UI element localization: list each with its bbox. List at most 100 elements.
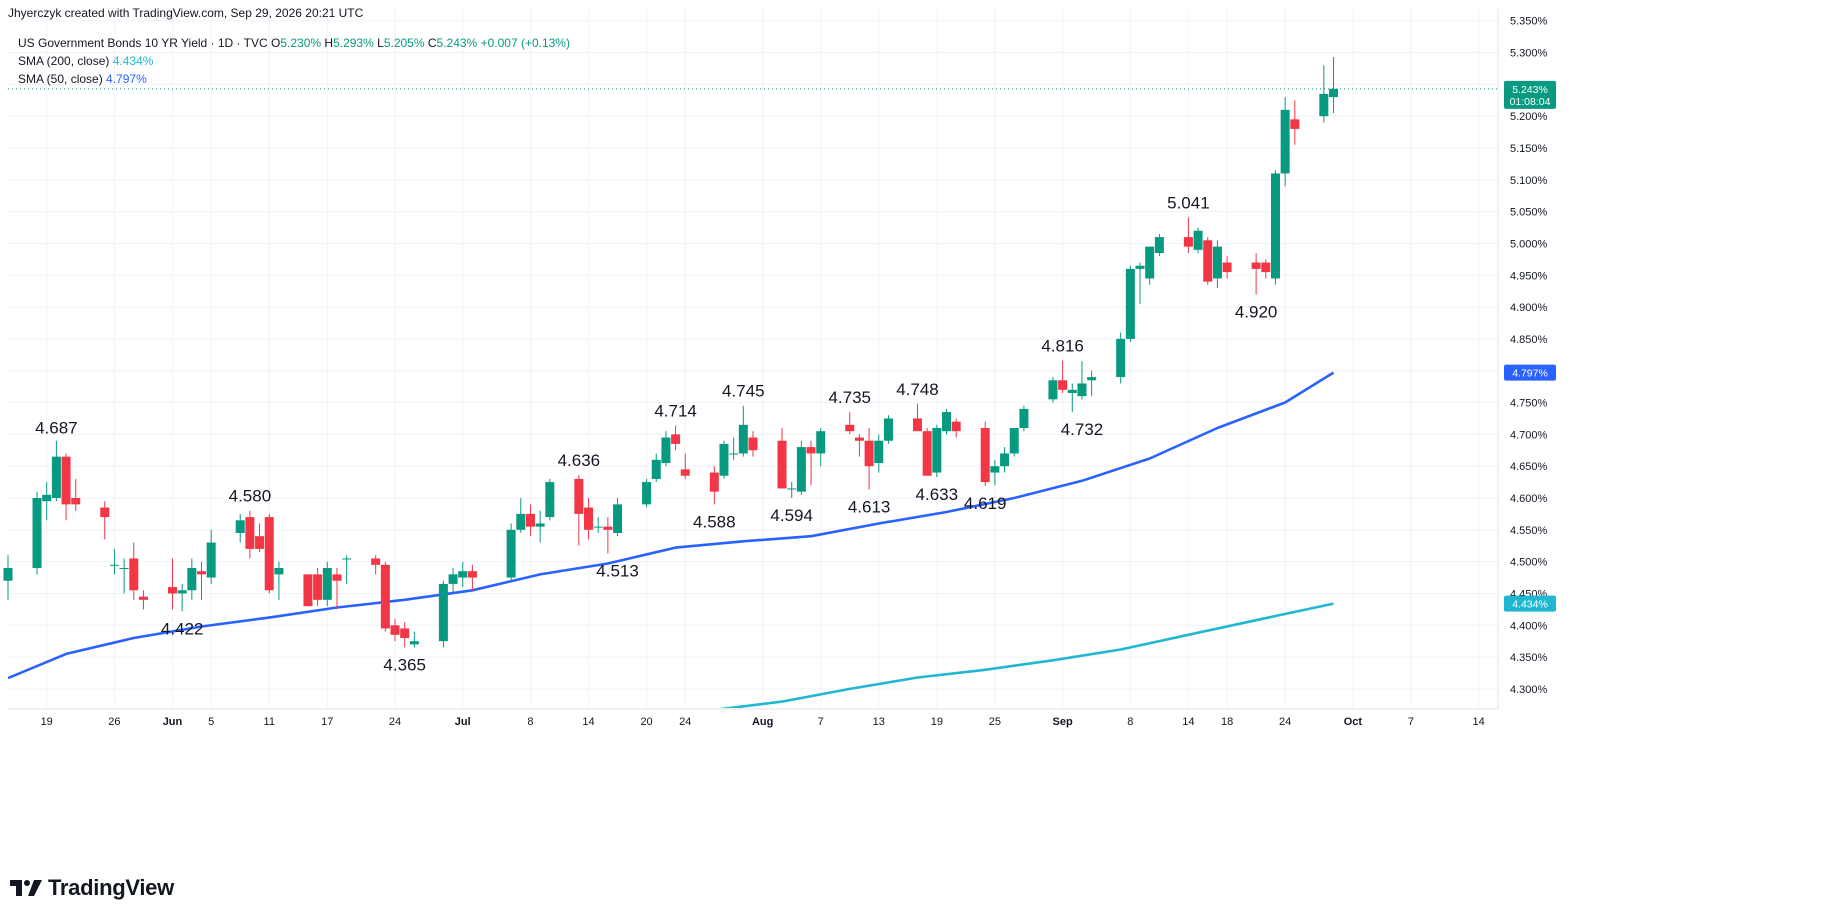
candle — [642, 478, 652, 508]
ohlc-legend-row[interactable]: US Government Bonds 10 YR Yield · 1D · T… — [18, 34, 570, 52]
candle — [371, 555, 381, 575]
price-annotation: 4.365 — [383, 656, 426, 675]
sma50-line — [8, 371, 1335, 680]
candle — [729, 437, 739, 460]
candle — [1145, 246, 1155, 285]
candle — [593, 517, 603, 533]
x-axis-tick-label: Aug — [752, 716, 773, 728]
x-axis-tick-label: 24 — [1279, 716, 1291, 728]
candle — [197, 561, 207, 600]
candle — [1251, 253, 1261, 295]
y-axis-tick-label: 5.100% — [1510, 175, 1548, 187]
candle — [864, 428, 874, 490]
x-axis-tick-label: Jun — [163, 716, 183, 728]
sma200-legend-row[interactable]: SMA (200, close) 4.434% — [18, 52, 570, 70]
tradingview-logo[interactable]: TradingView — [10, 875, 174, 901]
sma200-price-tag: 4.434% — [1504, 595, 1556, 612]
candle-body — [409, 641, 419, 645]
x-axis-tick-label: Oct — [1344, 716, 1363, 728]
candle-body — [235, 520, 245, 533]
candle-body — [777, 440, 787, 489]
x-axis-tick-label: 19 — [41, 716, 53, 728]
x-axis-tick-label: 19 — [931, 716, 943, 728]
candle-body — [129, 558, 139, 591]
candle — [777, 428, 787, 489]
last-price-tag-bg — [1504, 80, 1556, 109]
sma50-label: SMA (50, close) — [18, 72, 103, 86]
price-annotation: 4.920 — [1235, 302, 1278, 321]
x-axis-tick-label: 11 — [264, 716, 275, 728]
price-annotation: 4.745 — [722, 382, 765, 401]
candle — [525, 504, 535, 537]
candle-body — [593, 526, 603, 528]
candle-body — [3, 568, 13, 581]
candle-body — [51, 456, 61, 498]
candle — [651, 453, 661, 483]
candle-body — [1261, 262, 1271, 273]
y-axis-tick-label: 5.050% — [1510, 207, 1548, 219]
candle-body — [255, 536, 265, 549]
candle — [119, 558, 129, 594]
y-axis-tick-label: 4.550% — [1510, 525, 1548, 537]
candle-body — [109, 564, 119, 566]
candle-body — [883, 418, 893, 441]
candle-body — [42, 494, 52, 502]
candle — [167, 558, 177, 610]
candle-body — [1251, 262, 1261, 269]
candles — [3, 57, 1339, 648]
x-axis-tick-label: 8 — [1127, 716, 1133, 728]
symbol-name: US Government Bonds 10 YR Yield · 1D · T… — [18, 36, 268, 50]
candle-body — [932, 428, 942, 473]
candle-body — [400, 628, 410, 638]
candle-body — [1135, 265, 1145, 269]
candle — [1319, 65, 1329, 123]
candle-body — [1009, 428, 1019, 454]
candle — [1058, 360, 1068, 393]
candle — [680, 453, 690, 479]
candle — [1019, 405, 1029, 432]
candle-body — [177, 590, 187, 594]
candle — [883, 415, 893, 444]
y-axis-tick-label: 4.950% — [1510, 270, 1548, 282]
candle — [922, 428, 932, 476]
candle-body — [680, 469, 690, 476]
candle-body — [796, 447, 806, 492]
candle-body — [506, 529, 516, 578]
y-axis-tick-label: 4.650% — [1510, 461, 1548, 473]
candle — [129, 542, 139, 600]
price-annotation: 5.041 — [1167, 193, 1210, 212]
sma50-legend-row[interactable]: SMA (50, close) 4.797% — [18, 70, 570, 88]
candle-body — [854, 437, 864, 441]
candle-body — [458, 571, 468, 578]
candle-body — [651, 459, 661, 479]
candle-body — [206, 542, 216, 578]
candle — [390, 618, 400, 642]
candle-body — [1145, 246, 1155, 279]
candle-body — [1212, 246, 1222, 279]
candle-body — [874, 440, 884, 463]
x-axis-tick-label: 8 — [527, 716, 533, 728]
x-axis-tick-label: 18 — [1221, 716, 1233, 728]
candle-body — [438, 583, 448, 642]
candle — [1154, 233, 1164, 257]
candle-body — [806, 447, 816, 454]
change-value: +0.007 (+0.13%) — [480, 36, 570, 50]
candle — [400, 622, 410, 648]
candle — [467, 564, 477, 591]
close-value: 5.243% — [436, 36, 478, 50]
candle-body — [545, 482, 555, 518]
candle — [32, 491, 42, 575]
price-annotation: 4.748 — [896, 380, 939, 399]
candle-body — [61, 456, 71, 505]
candle-body — [197, 571, 207, 575]
sma50-price-tag-bg — [1504, 364, 1556, 381]
high-value: 5.293% — [333, 36, 374, 50]
candle — [448, 568, 458, 594]
candle — [980, 421, 990, 486]
y-axis-tick-label: 5.300% — [1510, 48, 1548, 60]
y-axis-tick-label: 4.300% — [1510, 684, 1548, 696]
candle — [409, 631, 419, 648]
sma200-line — [719, 602, 1334, 708]
sma50-price-tag: 4.797% — [1504, 364, 1556, 381]
